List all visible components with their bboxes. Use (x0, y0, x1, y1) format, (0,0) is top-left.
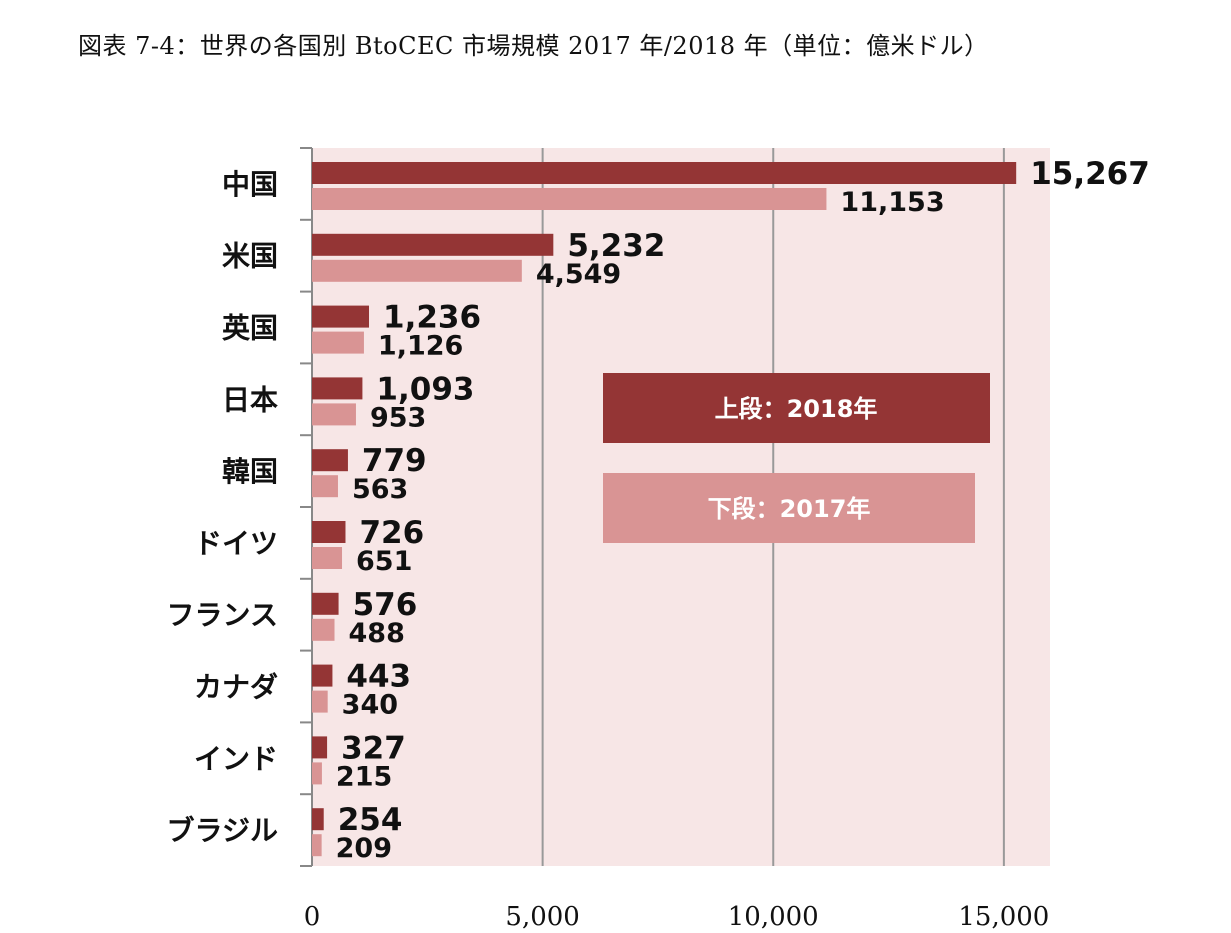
x-tick-label: 10,000 (728, 902, 819, 932)
x-tick-label: 0 (304, 902, 321, 932)
bar-2018 (312, 233, 554, 256)
value-label-2018: 254 (338, 802, 403, 838)
category-label: カナダ (194, 671, 278, 704)
value-label-2017: 340 (342, 690, 398, 721)
value-label-2017: 563 (352, 474, 408, 505)
bar-2018 (312, 449, 348, 472)
bar-2018 (312, 664, 333, 687)
bar-2017 (312, 188, 827, 210)
category-label: ブラジル (167, 814, 278, 847)
value-label-2017: 209 (336, 833, 392, 864)
value-label-2017: 4,549 (536, 259, 621, 290)
bar-2017 (312, 762, 322, 785)
bar-2017 (312, 403, 356, 426)
bar-2018 (312, 521, 346, 543)
value-label-2018: 327 (341, 730, 406, 766)
value-label-2018: 15,267 (1030, 156, 1150, 192)
category-label: 米国 (222, 240, 278, 273)
value-label-2018: 1,093 (376, 371, 474, 407)
x-tick-label: 15,000 (958, 902, 1049, 932)
bar-2017 (312, 834, 322, 857)
chart-title: 図表 7-4：世界の各国別 BtoCEC 市場規模 2017 年/2018 年（… (78, 32, 989, 60)
value-label-2017: 651 (356, 546, 412, 577)
value-label-2018: 779 (362, 443, 427, 479)
x-tick-label: 5,000 (505, 902, 579, 932)
category-label: 韓国 (222, 455, 278, 488)
legend-label-2017: 下段：2017年 (708, 495, 871, 523)
value-label-2017: 488 (349, 618, 405, 649)
category-label: ドイツ (194, 527, 278, 560)
bar-2018 (312, 377, 363, 400)
bar-2017 (312, 331, 364, 354)
bar-2017 (312, 259, 522, 282)
bar-2017 (312, 475, 338, 498)
bar-2018 (312, 808, 324, 831)
category-label: 中国 (222, 168, 278, 201)
value-label-2018: 576 (353, 587, 418, 623)
bar-2018 (312, 736, 328, 759)
bar-2017 (312, 618, 335, 641)
bar-2017 (312, 690, 328, 713)
legend-box-2017 (603, 473, 975, 543)
category-label: 日本 (222, 383, 278, 416)
category-label: インド (194, 742, 278, 775)
value-label-2018: 726 (359, 515, 424, 551)
value-label-2017: 215 (336, 761, 392, 792)
bar-2018 (312, 162, 1017, 184)
legend-box-2018 (603, 373, 990, 443)
bar-2017 (312, 547, 343, 569)
category-label: 英国 (222, 312, 278, 345)
value-label-2017: 11,153 (840, 187, 944, 218)
category-label: フランス (167, 599, 278, 632)
legend-label-2018: 上段：2018年 (715, 395, 878, 423)
value-label-2017: 953 (370, 402, 426, 433)
value-label-2018: 1,236 (383, 300, 481, 336)
value-label-2017: 1,126 (378, 331, 463, 362)
bar-2018 (312, 305, 370, 328)
value-label-2018: 5,232 (567, 228, 665, 264)
value-label-2018: 443 (346, 659, 411, 695)
bar-2018 (312, 592, 339, 615)
